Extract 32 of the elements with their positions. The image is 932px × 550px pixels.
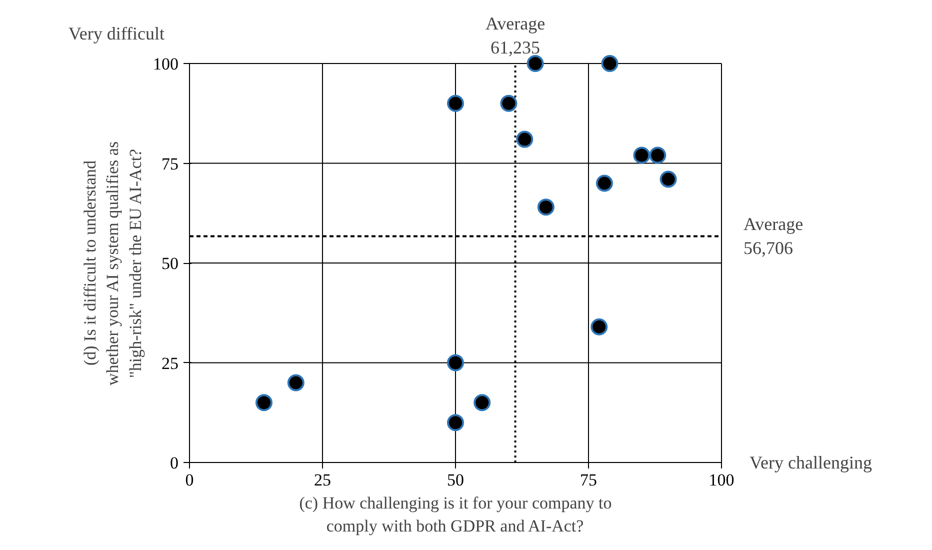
point [660, 170, 677, 188]
point [601, 55, 618, 72]
x-tick-label: 100 [708, 470, 734, 490]
y-axis-title: (d) Is it difficult to understand whether your AI system qualifies as "high-risk" under the EU AI-Act? [80, 141, 145, 386]
point [596, 174, 613, 192]
point [447, 94, 464, 112]
x-tick-label: 0 [185, 470, 194, 490]
y-tick-label: 25 [162, 354, 178, 373]
text: Very difficult [68, 24, 165, 44]
point [633, 146, 650, 164]
point [474, 394, 491, 412]
ref-line-label: Average 56,706 [744, 214, 804, 258]
point [590, 318, 608, 336]
point [516, 130, 534, 148]
y-tick-label: 100 [153, 54, 178, 74]
point [649, 146, 666, 164]
ref-line-label: Average 61,235 [485, 14, 546, 58]
x-tick-label: 50 [447, 470, 464, 490]
x-tick-label: 25 [314, 470, 331, 490]
y-tick-label: 50 [162, 254, 178, 273]
y-tick-label: 75 [162, 154, 178, 174]
point [447, 354, 464, 372]
x-axis-title: (c) How challenging is it for your company to comply with both GDPR and AI-Act? [299, 494, 612, 536]
point [255, 394, 272, 412]
text: Very challenging [750, 452, 872, 472]
x-tick-label: 75 [580, 470, 597, 490]
point [287, 374, 304, 392]
point [447, 414, 464, 432]
y-tick-label: 0 [170, 454, 178, 472]
point [526, 55, 544, 72]
point [500, 94, 518, 112]
point [537, 198, 554, 216]
